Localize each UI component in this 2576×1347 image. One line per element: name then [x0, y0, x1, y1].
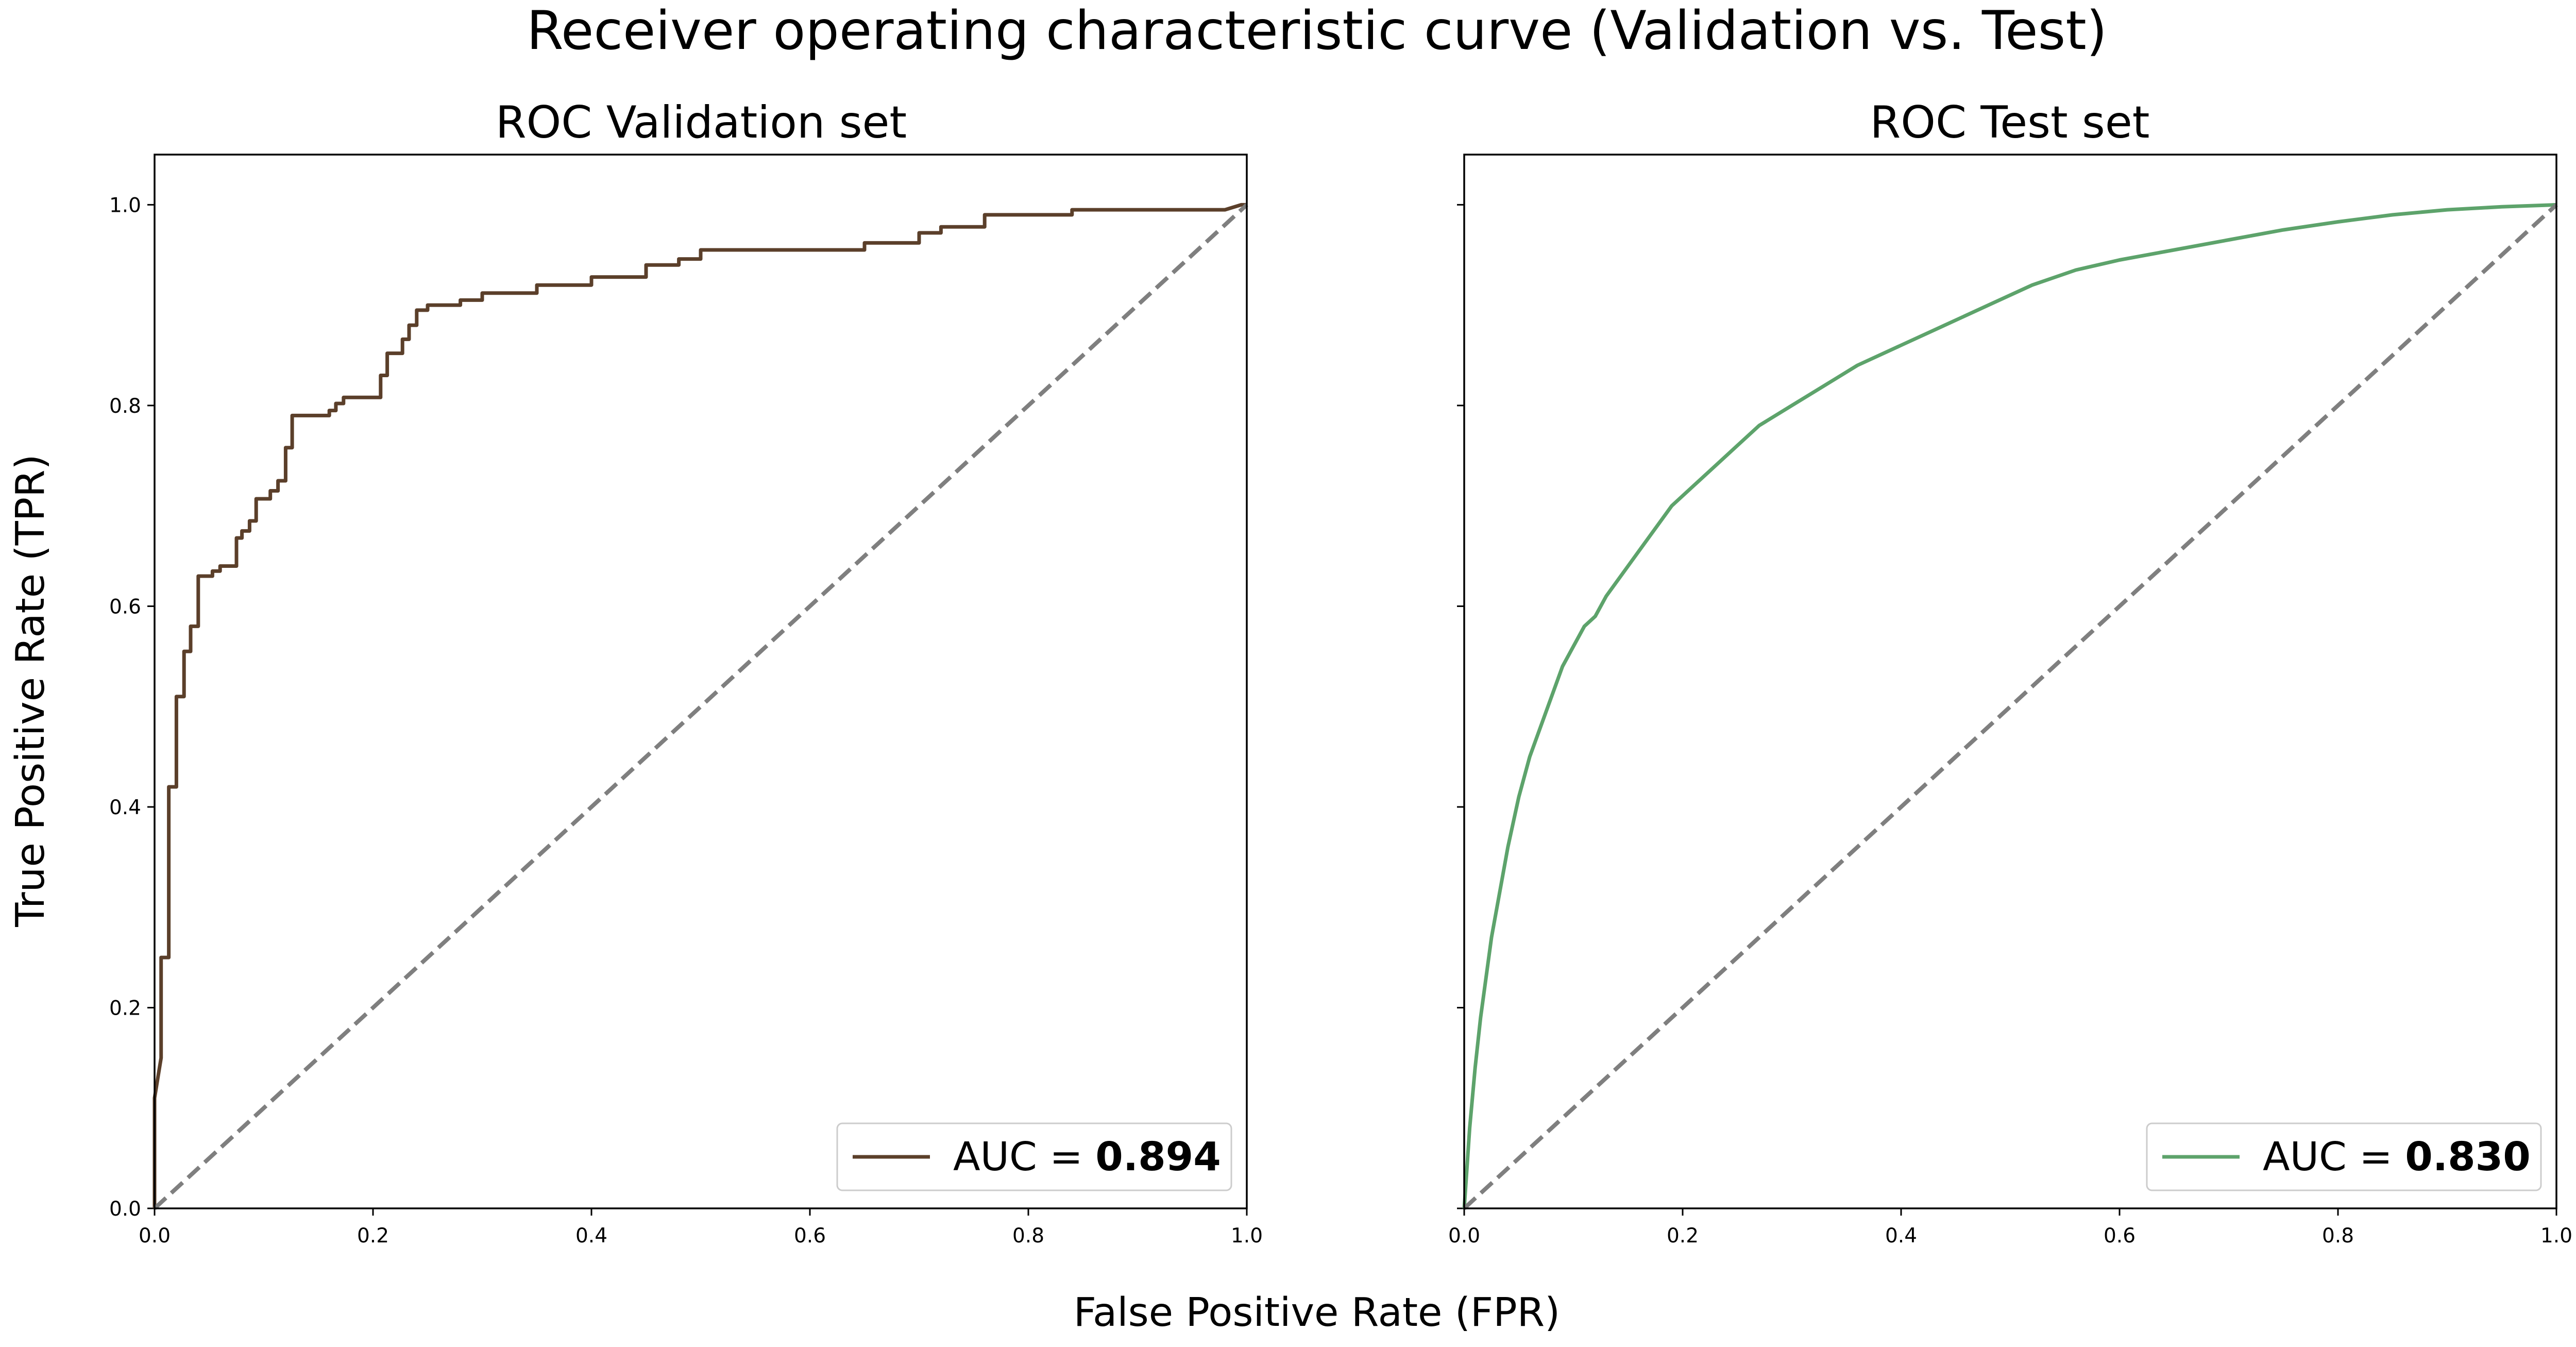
y-tick-label: 0.6 — [109, 595, 141, 618]
legend-box — [2146, 1122, 2542, 1191]
legend: AUC = 0.894 — [836, 1122, 1232, 1191]
validation-roc-curve — [152, 203, 1247, 1208]
test-roc-curve — [1462, 203, 2557, 1209]
chance-diagonal-line — [153, 203, 1248, 1210]
x-tick-label: 0.0 — [1448, 1224, 1480, 1248]
x-tick-label: 0.8 — [1012, 1224, 1044, 1248]
legend-prefix: AUC = — [953, 1134, 1095, 1180]
x-tick-label: 0.4 — [1885, 1224, 1917, 1248]
figure-suptitle: Receiver operating characteristic curve … — [527, 0, 2107, 62]
validation-panel: ROC Validation set 0.0 0.0 0.2 0.2 0.4 0.4 0.6… — [109, 97, 1263, 1248]
legend-prefix: AUC = — [2263, 1134, 2405, 1180]
chance-diagonal-line — [1463, 203, 2558, 1210]
x-tick-label: 0.8 — [2322, 1224, 2354, 1248]
axes-frame — [154, 154, 1248, 1209]
x-tick-label: 0.4 — [575, 1224, 607, 1248]
legend-label: AUC = 0.830 — [2263, 1134, 2531, 1180]
y-tick-label: 0.0 — [109, 1198, 141, 1221]
legend: AUC = 0.830 — [2146, 1122, 2542, 1191]
test-title: ROC Test set — [1870, 97, 2150, 148]
axes-frame — [1463, 154, 2557, 1209]
x-tick-label: 0.2 — [357, 1224, 389, 1248]
x-tick-label: 0.6 — [794, 1224, 826, 1248]
y-tick-label: 0.2 — [109, 997, 141, 1020]
y-tick-label: 1.0 — [109, 194, 141, 217]
shared-x-axis-label: False Positive Rate (FPR) — [1074, 1290, 1560, 1336]
x-tick-label: 0.2 — [1667, 1224, 1699, 1248]
shared-y-axis-label: True Positive Rate (TPR) — [8, 454, 54, 927]
validation-title: ROC Validation set — [496, 97, 907, 148]
y-tick-label: 0.8 — [109, 395, 141, 418]
legend-auc-value: 0.830 — [2405, 1134, 2531, 1180]
test-panel: ROC Test set 0.0 0.2 0.4 0.6 0.8 1.0 AUC = 0.8… — [1448, 97, 2572, 1248]
x-tick-label: 1.0 — [2540, 1224, 2572, 1248]
legend-box — [836, 1122, 1232, 1191]
x-tick-label: 1.0 — [1231, 1224, 1263, 1248]
x-tick-label: 0.0 — [139, 1224, 171, 1248]
legend-auc-value: 0.894 — [1095, 1134, 1221, 1180]
x-tick-label: 0.6 — [2104, 1224, 2136, 1248]
y-tick-label: 0.4 — [109, 796, 141, 819]
legend-label: AUC = 0.894 — [953, 1134, 1221, 1180]
